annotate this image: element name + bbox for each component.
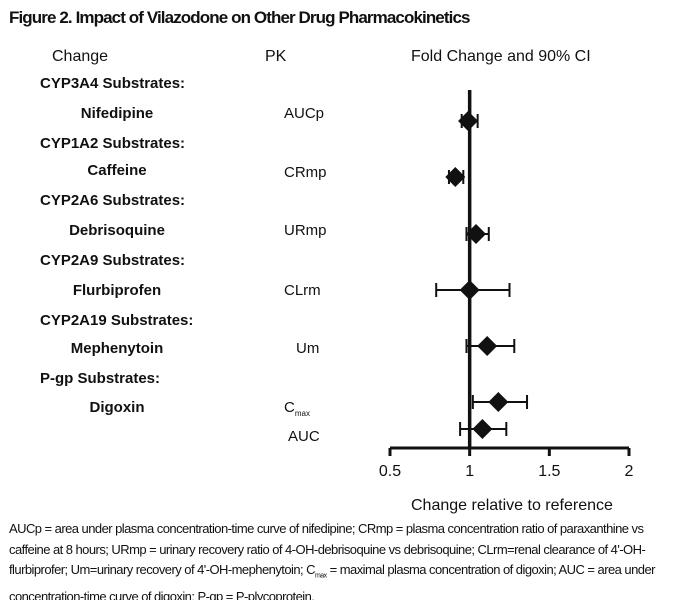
group-label: CYP2A9 Substrates: [40,252,186,269]
pk-label: CLrm [284,282,321,299]
x-tick-label: 1 [465,463,475,480]
pk-label: Um [296,340,320,357]
pk-label: AUC [288,428,320,445]
group-label: CYP2A19 Substrates: [40,312,194,329]
group-label: P-gp Substrates: [40,370,161,387]
pk-label: C [284,399,295,416]
drug-label: Caffeine [87,162,147,179]
x-tick-label: 0.5 [378,463,402,480]
estimate-diamond [472,419,493,439]
estimate-diamond [488,392,509,412]
group-label: CYP2A6 Substrates: [40,192,186,209]
group-label: CYP3A4 Substrates: [40,75,186,92]
footnote-text: AUCp = area under plasma concentration-t… [9,521,646,577]
drug-label: Debrisoquine [69,222,165,239]
estimate-diamond [458,111,479,131]
header-fold-change: Fold Change and 90% CI [411,48,591,65]
header-change: Change [52,48,109,65]
drug-label: Digoxin [89,399,145,416]
x-tick-label: 2 [624,463,634,480]
drug-label: Nifedipine [80,105,154,122]
footnote: AUCp = area under plasma concentration-t… [9,519,674,600]
x-tick-label: 1.5 [538,463,561,480]
x-axis-label: Change relative to reference [411,497,613,514]
estimate-diamond [477,336,498,356]
pk-label-sub: max [294,409,310,418]
estimate-diamond [459,280,480,300]
footnote-text: = maximal plasma concentration of digoxi… [9,562,655,600]
pk-label-cmax: Cmax [284,399,310,418]
estimate-diamond [445,167,466,187]
drug-label: Flurbiprofen [72,282,162,299]
pk-label: AUCp [284,105,325,122]
chart-title: Figure 2. Impact of Vilazodone on Other … [9,8,470,27]
pk-label: URmp [284,222,327,239]
pk-label: CRmp [284,164,327,181]
header-pk: PK [265,48,287,65]
group-label: CYP1A2 Substrates: [40,135,186,152]
footnote-sub: max [315,572,327,580]
estimate-diamond [466,224,487,244]
drug-label: Mephenytoin [70,340,164,357]
